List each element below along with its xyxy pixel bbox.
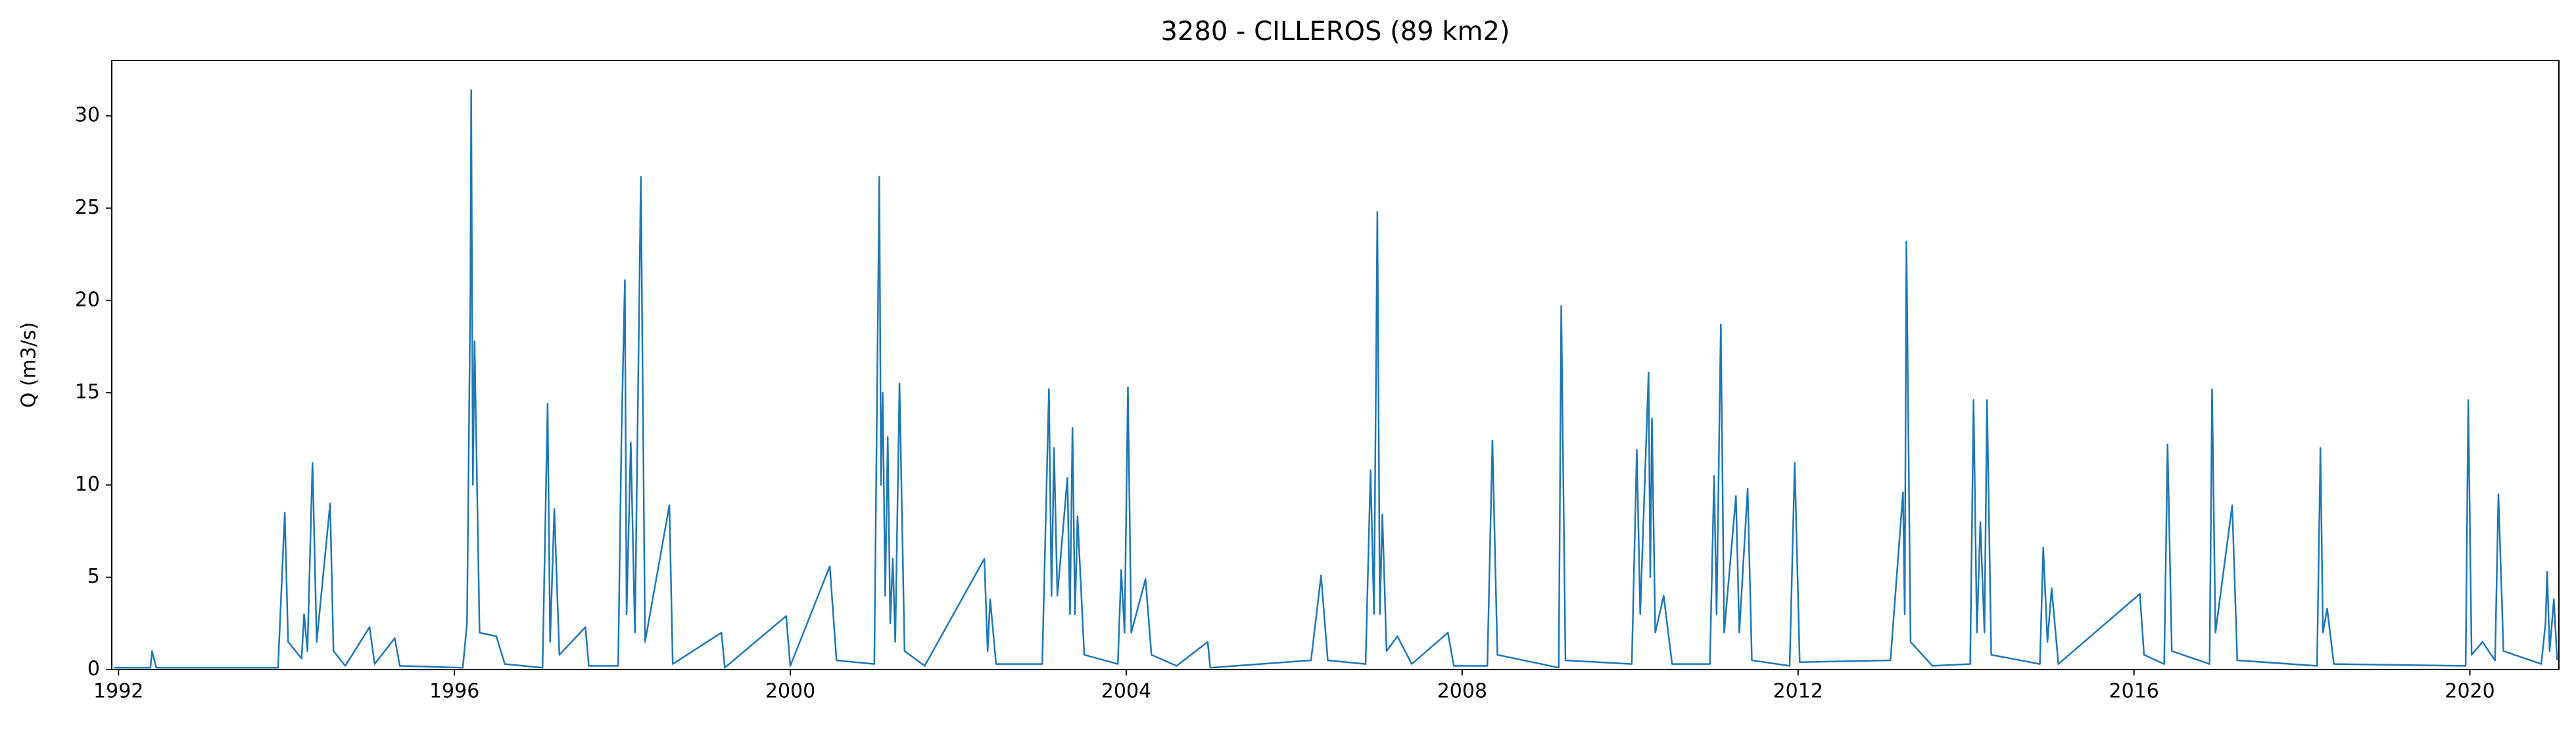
x-tick-label: 2008 [1437,680,1487,703]
x-tick-label: 2012 [1773,680,1823,703]
plot-frame [111,60,2560,670]
y-tick-label: 10 [75,473,100,496]
flow-line [114,89,2558,669]
y-tick-label: 20 [75,288,100,311]
x-tick-label: 2016 [2109,680,2159,703]
y-tick-label: 0 [87,658,100,681]
y-tick-label: 30 [75,104,100,127]
chart-title: 3280 - CILLEROS (89 km2) [1160,16,1510,47]
x-tick-label: 2000 [765,680,815,703]
x-tick-label: 1996 [429,680,479,703]
y-tick-label: 25 [75,196,100,219]
x-tick-label: 2004 [1101,680,1151,703]
y-axis-label: Q (m3/s) [18,322,41,408]
y-tick-label: 5 [87,565,100,588]
y-tick-label: 15 [75,381,100,404]
x-tick-label: 1992 [93,680,143,703]
x-tick-label: 2020 [2445,680,2494,703]
